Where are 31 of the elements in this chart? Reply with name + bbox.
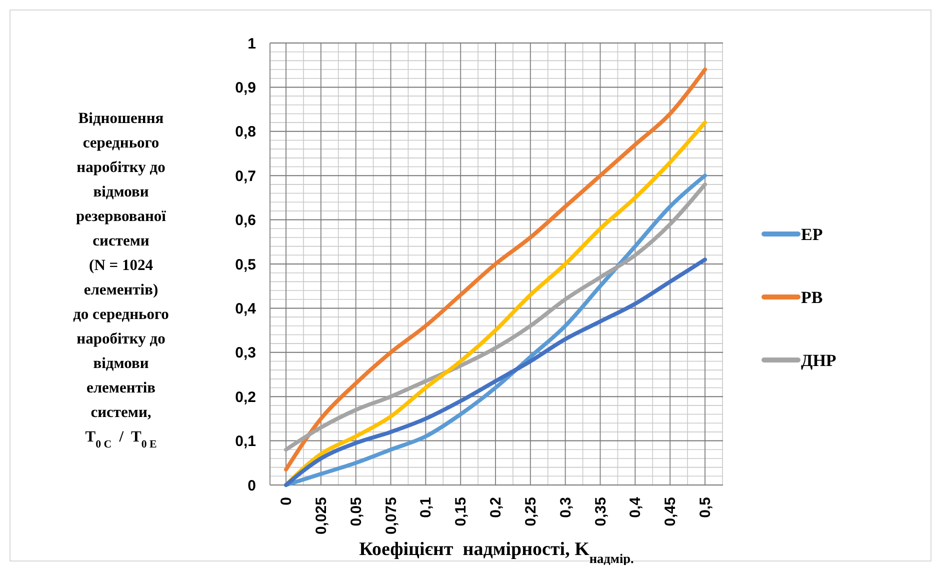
x-tick-label: 0,35: [592, 497, 610, 526]
y-tick-label: 0,6: [235, 212, 256, 230]
y-tick-label: 0,7: [235, 168, 256, 185]
y-tick-label: 0,5: [235, 256, 256, 274]
y-tick-label: 0,9: [235, 79, 256, 96]
line-series: [284, 68, 707, 472]
legend-label: ЕР: [801, 224, 823, 244]
x-tick-label: 0,5: [697, 497, 714, 518]
y-tick-label: 0,1: [235, 433, 256, 450]
x-tick-label: 0,1: [418, 497, 435, 518]
line-series: [284, 258, 707, 487]
legend-label: ДНР: [801, 350, 836, 370]
y-tick-label: 0,4: [235, 300, 257, 318]
x-axis-title: Коефіцієнт надмірності, K$_{надмір.}$: [359, 539, 634, 566]
y-tick-label: 0: [248, 477, 256, 494]
x-tick-label: 0,25: [522, 497, 540, 526]
x-tick-label: 0,15: [452, 497, 470, 526]
x-tick-label: 0,4: [627, 496, 644, 518]
y-tick-label: 1: [248, 35, 256, 52]
x-tick-label: 0,3: [557, 497, 574, 518]
x-tick-label: 0,45: [662, 497, 680, 526]
y-tick-label: 0,8: [235, 124, 256, 141]
legend-label: РВ: [801, 288, 823, 307]
y-tick-label: 0,3: [235, 344, 256, 362]
x-tick-label: 0: [278, 497, 295, 506]
x-tick-label: 0,05: [348, 497, 365, 526]
y-tick-label: 0,2: [235, 388, 256, 406]
text: Відношення середнього наробітку до відмови резервованої системи (N = 1024 елементів) до середнього наробітку до відмови елементів системи, T$_{0 C}$ / T$_{0 E}$: [73, 110, 169, 450]
x-tick-label: 0,025: [312, 497, 330, 535]
x-tick-label: 0,2: [488, 497, 504, 518]
x-tick-label: 0,075: [382, 497, 400, 535]
